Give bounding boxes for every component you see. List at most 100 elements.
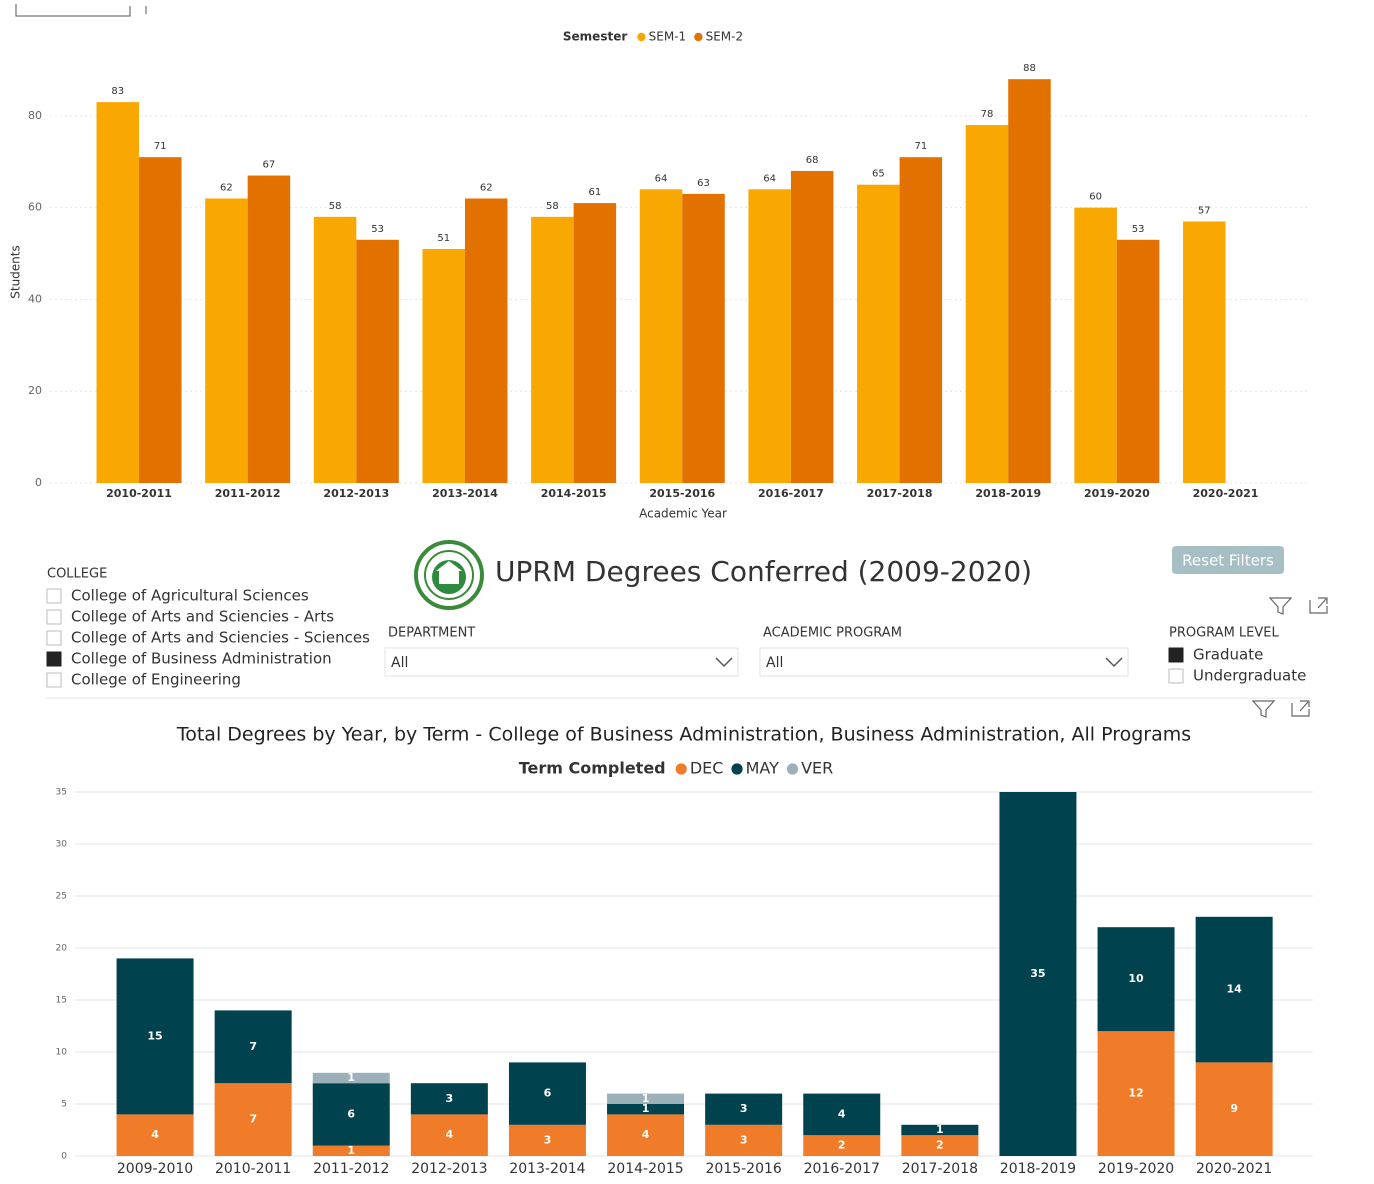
checkbox-label[interactable]: College of Business Administration — [71, 650, 332, 668]
data-label: 51 — [437, 233, 450, 244]
bar-segment — [607, 1104, 685, 1115]
checkbox[interactable] — [1168, 668, 1184, 684]
bar-segment — [312, 1072, 390, 1084]
bar-segment — [410, 1083, 488, 1115]
data-label: 4 — [642, 1128, 650, 1141]
data-label: 1 — [347, 1144, 355, 1157]
legend-label: VER — [801, 759, 833, 778]
bar-segment — [705, 1093, 783, 1125]
checkbox[interactable] — [46, 672, 62, 688]
data-label: 10 — [1128, 972, 1144, 985]
data-label: 61 — [589, 187, 602, 198]
bar — [139, 157, 182, 483]
visual-fragment — [15, 4, 147, 17]
y-tick-label: 35 — [56, 788, 67, 798]
data-label: 1 — [642, 1092, 650, 1105]
legend-label: MAY — [746, 759, 780, 778]
checkbox-label[interactable]: College of Arts and Sciencies - Sciences — [71, 629, 370, 647]
y-tick-label: 20 — [28, 384, 42, 397]
data-label: 14 — [1226, 983, 1242, 996]
logo — [414, 540, 484, 610]
bar-segment — [508, 1124, 586, 1156]
y-tick-label: 25 — [56, 892, 67, 902]
y-tick-label: 15 — [56, 996, 67, 1006]
checkbox-label[interactable]: College of Agricultural Sciences — [71, 587, 309, 605]
data-label: 2 — [936, 1139, 944, 1152]
x-tick-label: 2020-2021 — [1193, 487, 1259, 500]
bar — [639, 189, 683, 484]
checkbox-label[interactable]: Graduate — [1193, 646, 1263, 664]
x-tick-label: 2017-2018 — [902, 1161, 978, 1177]
y-tick-label: 0 — [35, 476, 42, 489]
legend-swatch — [675, 763, 687, 775]
data-label: 4 — [151, 1128, 159, 1141]
bar-segment — [607, 1114, 685, 1156]
slicer-title: DEPARTMENT — [388, 626, 475, 641]
data-label: 53 — [371, 224, 384, 235]
x-tick-label: 2010-2011 — [106, 487, 172, 500]
x-tick-label: 2016-2017 — [804, 1161, 880, 1177]
bar-segment — [901, 1124, 979, 1136]
bar — [422, 248, 465, 483]
bar — [1074, 207, 1117, 483]
checkbox-label[interactable]: College of Arts and Sciencies - Arts — [71, 608, 334, 626]
dropdown-value[interactable]: All — [766, 655, 783, 671]
x-tick-label: 2010-2011 — [215, 1161, 291, 1177]
x-tick-label: 2019-2020 — [1084, 487, 1150, 500]
y-tick-label: 30 — [56, 840, 68, 850]
x-tick-label: 2017-2018 — [867, 487, 933, 500]
legend: Term Completed DEC MAY VER — [519, 759, 834, 778]
bar-segment — [1097, 927, 1175, 1032]
dropdown-value[interactable]: All — [391, 655, 408, 671]
bar-segment — [116, 958, 194, 1115]
x-tick-label: 2018-2019 — [1000, 1161, 1076, 1177]
legend-label: DEC — [690, 759, 724, 778]
bar-segment — [705, 1124, 783, 1156]
y-tick-label: 0 — [61, 1152, 67, 1162]
x-axis-title: Academic Year — [639, 507, 727, 521]
checkbox-label[interactable]: Undergraduate — [1193, 667, 1306, 685]
data-label: 71 — [914, 141, 927, 152]
slicer-title: ACADEMIC PROGRAM — [763, 626, 902, 641]
checkbox-label[interactable]: College of Engineering — [71, 671, 241, 689]
bar — [790, 170, 834, 483]
data-label: 4 — [446, 1128, 454, 1141]
x-tick-label: 2011-2012 — [215, 487, 281, 500]
checkbox[interactable] — [46, 651, 62, 667]
slicer-title: COLLEGE — [47, 567, 107, 582]
department-dropdown[interactable]: All — [384, 647, 739, 677]
bar-segment — [312, 1083, 390, 1146]
data-label: 7 — [249, 1040, 257, 1053]
data-label: 1 — [936, 1123, 944, 1136]
slicer-title: PROGRAM LEVEL — [1169, 626, 1279, 641]
checkbox[interactable] — [1168, 647, 1184, 663]
bar — [748, 189, 791, 484]
data-label: 64 — [655, 173, 668, 184]
data-label: 88 — [1023, 63, 1036, 74]
checkbox[interactable] — [46, 588, 62, 604]
bar — [531, 216, 574, 483]
legend-swatch — [637, 32, 646, 42]
bar — [682, 193, 725, 483]
data-label: 63 — [697, 178, 710, 189]
y-tick-label: 60 — [28, 201, 42, 214]
data-label: 3 — [446, 1092, 454, 1105]
bar-segment — [1097, 1031, 1175, 1156]
data-label: 3 — [740, 1133, 748, 1146]
data-label: 71 — [154, 141, 167, 152]
program-dropdown[interactable]: All — [759, 647, 1129, 677]
data-label: 78 — [981, 109, 994, 120]
bar-segment — [508, 1062, 586, 1125]
x-tick-label: 2019-2020 — [1098, 1161, 1174, 1177]
checkbox[interactable] — [46, 630, 62, 646]
data-label: 57 — [1198, 205, 1211, 216]
bar — [464, 198, 508, 483]
y-tick-label: 20 — [56, 944, 68, 954]
bar-segment — [116, 1114, 194, 1156]
reset-button-label[interactable]: Reset Filters — [1182, 552, 1274, 570]
bar — [205, 198, 248, 483]
visual-icons[interactable] — [1251, 597, 1328, 718]
data-label: 9 — [1230, 1102, 1238, 1115]
checkbox[interactable] — [46, 609, 62, 625]
reset-button[interactable]: Reset Filters — [1172, 546, 1284, 574]
